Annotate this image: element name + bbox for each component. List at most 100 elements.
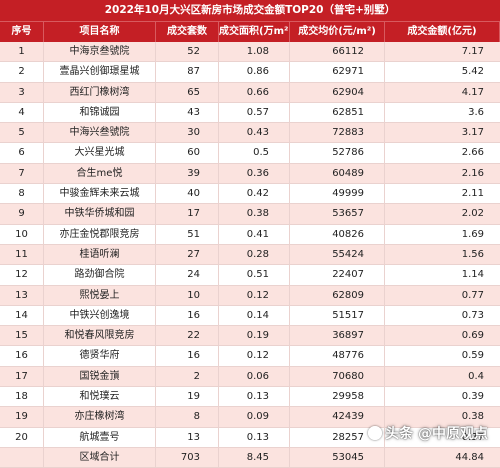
cell-no: 7 — [0, 163, 44, 185]
cell-avg-price: 62851 — [290, 102, 385, 124]
table-row: 7 合生me悦 39 0.36 60489 2.16 — [0, 163, 500, 185]
cell-avg-price: 22407 — [290, 265, 385, 286]
cell-project-name: 壹晶兴创御璟星城 — [44, 62, 156, 83]
cell-amount: 1.56 — [385, 245, 500, 266]
cell-units: 65 — [156, 82, 219, 103]
cell-area: 0.13 — [219, 387, 290, 408]
cell-amount: 2.66 — [385, 143, 500, 164]
cell-no: 4 — [0, 102, 44, 124]
cell-units: 52 — [156, 42, 219, 63]
cell-amount: 1.69 — [385, 225, 500, 245]
total-no — [0, 447, 44, 468]
table-row: 12 路劲御合院 24 0.51 22407 1.14 — [0, 265, 500, 286]
cell-units: 10 — [156, 285, 219, 306]
cell-project-name: 路劲御合院 — [44, 265, 156, 286]
cell-area: 0.5 — [219, 143, 290, 164]
table-row: 4 和锦诚园 43 0.57 62851 3.6 — [0, 102, 500, 124]
cell-area: 0.86 — [219, 62, 290, 83]
cell-area: 0.14 — [219, 305, 290, 327]
header-avg-price: 成交均价(元/m²) — [290, 22, 385, 42]
cell-no: 18 — [0, 387, 44, 408]
cell-no: 5 — [0, 123, 44, 144]
cell-no: 11 — [0, 244, 44, 266]
watermark-text: 头条 @中原观点 — [385, 426, 488, 442]
cell-project-name: 和锦诚园 — [44, 102, 156, 124]
cell-avg-price: 66112 — [290, 42, 385, 63]
cell-units: 43 — [156, 102, 219, 124]
cell-area: 0.43 — [219, 123, 290, 144]
cell-units: 16 — [156, 305, 219, 327]
cell-units: 39 — [156, 163, 219, 185]
table-row: 15 和悦春风限竞房 22 0.19 36897 0.69 — [0, 326, 500, 347]
table-title: 2022年10月大兴区新房市场成交金额TOP20（普宅+别墅） — [0, 0, 500, 21]
table-row: 5 中海兴叁號院 30 0.43 72883 3.17 — [0, 123, 500, 144]
cell-amount: 3.17 — [385, 123, 500, 144]
cell-project-name: 国锐金嵿 — [44, 366, 156, 388]
cell-no: 14 — [0, 305, 44, 327]
cell-no: 20 — [0, 427, 44, 448]
total-amount: 44.84 — [385, 448, 500, 468]
header-area: 成交面积(万m²) — [219, 22, 290, 42]
header-no: 序号 — [0, 22, 44, 42]
header-units: 成交套数 — [156, 22, 219, 42]
cell-amount: 0.69 — [385, 326, 500, 347]
header-amount: 成交金额(亿元) — [385, 22, 500, 42]
cell-area: 0.09 — [219, 407, 290, 428]
cell-area: 0.41 — [219, 224, 290, 245]
cell-no: 2 — [0, 62, 44, 83]
cell-amount: 0.59 — [385, 346, 500, 367]
cell-no: 1 — [0, 42, 44, 63]
table-row: 14 中铁兴创逸境 16 0.14 51517 0.73 — [0, 305, 500, 327]
table-row: 1 中海京叁號院 52 1.08 66112 7.17 — [0, 42, 500, 63]
cell-project-name: 中骏金辉未来云城 — [44, 184, 156, 205]
table-row: 3 西红门橡树湾 65 0.66 62904 4.17 — [0, 82, 500, 103]
cell-project-name: 中海兴叁號院 — [44, 123, 156, 144]
cell-units: 16 — [156, 346, 219, 367]
cell-area: 0.13 — [219, 427, 290, 448]
cell-area: 0.19 — [219, 326, 290, 347]
cell-amount: 0.37 — [385, 428, 500, 448]
cell-area: 0.06 — [219, 366, 290, 388]
cell-avg-price: 55424 — [290, 244, 385, 266]
cell-amount: 2.02 — [385, 204, 500, 225]
cell-units: 19 — [156, 387, 219, 408]
total-units: 703 — [156, 447, 219, 468]
cell-no: 17 — [0, 366, 44, 388]
table-header: 序号 项目名称 成交套数 成交面积(万m²) 成交均价(元/m²) 成交金额(亿… — [0, 21, 500, 42]
cell-amount: 0.4 — [385, 367, 500, 388]
table-row: 6 大兴星光城 60 0.5 52786 2.66 — [0, 143, 500, 164]
cell-amount: 1.14 — [385, 265, 500, 286]
cell-amount: 4.17 — [385, 83, 500, 103]
cell-units: 27 — [156, 244, 219, 266]
cell-project-name: 中铁华侨城和园 — [44, 204, 156, 225]
table-row: 13 熙悦晏上 10 0.12 62809 0.77 — [0, 285, 500, 306]
cell-project-name: 桂语听澜 — [44, 244, 156, 266]
cell-avg-price: 29958 — [290, 387, 385, 408]
cell-units: 2 — [156, 366, 219, 388]
cell-units: 30 — [156, 123, 219, 144]
cell-avg-price: 51517 — [290, 305, 385, 327]
table-row: 19 亦庄橡树湾 8 0.09 42439 0.38 — [0, 407, 500, 428]
cell-units: 40 — [156, 184, 219, 205]
cell-avg-price: 62971 — [290, 62, 385, 83]
cell-amount: 0.77 — [385, 286, 500, 306]
cell-no: 3 — [0, 82, 44, 103]
table-row: 10 亦庄金悦郡限竞房 51 0.41 40826 1.69 — [0, 224, 500, 245]
cell-no: 10 — [0, 224, 44, 245]
cell-amount: 0.39 — [385, 387, 500, 408]
watermark: 头条 @中原观点 — [368, 423, 488, 443]
table-row: 2 壹晶兴创御璟星城 87 0.86 62971 5.42 — [0, 62, 500, 83]
header-project-name: 项目名称 — [44, 22, 156, 42]
total-area: 8.45 — [219, 447, 290, 468]
cell-units: 24 — [156, 265, 219, 286]
cell-avg-price: 62809 — [290, 285, 385, 306]
cell-amount: 0.73 — [385, 306, 500, 327]
cell-amount: 0.38 — [385, 407, 500, 428]
cell-area: 0.66 — [219, 82, 290, 103]
cell-area: 0.51 — [219, 265, 290, 286]
cell-avg-price: 52786 — [290, 143, 385, 164]
cell-project-name: 西红门橡树湾 — [44, 82, 156, 103]
table-total-row: 区域合计 703 8.45 53045 44.84 — [0, 447, 500, 468]
cell-units: 17 — [156, 204, 219, 225]
cell-no: 19 — [0, 407, 44, 428]
